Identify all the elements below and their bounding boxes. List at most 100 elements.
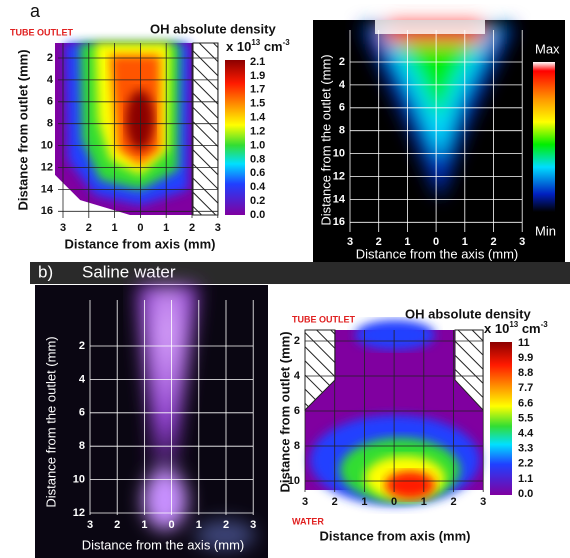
x-tick-label: 2 xyxy=(223,519,229,531)
colorbar-tick-label: 1.5 xyxy=(250,98,265,110)
y-tick-label: 8 xyxy=(79,440,85,452)
panel-label: a xyxy=(30,1,41,21)
grid-a-right xyxy=(349,30,523,232)
y-tick-label: 8 xyxy=(47,118,53,130)
y-tick-label: 12 xyxy=(73,507,85,519)
unit-exp: 13 xyxy=(509,320,518,329)
y-tick-label: 16 xyxy=(333,216,345,228)
y-axis-label: Distance from the outlet (mm) xyxy=(318,54,333,225)
colorbar xyxy=(533,62,555,212)
x-axis-label: Distance from the axis (mm) xyxy=(82,537,245,552)
y-axis-label: Distance from outlet (mm) xyxy=(15,49,30,210)
grid-b-left xyxy=(89,300,254,515)
grid-b-right xyxy=(304,330,484,492)
y-tick-label: 4 xyxy=(339,79,346,91)
unit-exp: -3 xyxy=(283,38,291,47)
x-tick-label: 3 xyxy=(347,236,353,248)
unit-exp: -3 xyxy=(541,320,549,329)
y-tick-label: 10 xyxy=(41,140,53,152)
panel-subtitle: Saline water xyxy=(82,262,176,281)
x-tick-label: 2 xyxy=(376,236,382,248)
x-tick-label: 2 xyxy=(490,236,496,248)
x-tick-label: 2 xyxy=(114,519,120,531)
heatmap-a-left xyxy=(55,42,219,216)
x-tick-label: 0 xyxy=(137,222,143,234)
colorbar-tick-label: 0.2 xyxy=(250,195,265,207)
colorbar-tick-label: 0.0 xyxy=(518,488,533,500)
colorbar-tick-label: 2.2 xyxy=(518,458,533,470)
colorbar-tick-label: 1.0 xyxy=(250,139,265,151)
y-tick-label: 2 xyxy=(79,340,85,352)
colorbar-tick-label: 3.3 xyxy=(518,443,533,455)
tube-outlet-note: TUBE OUTLET xyxy=(10,27,73,37)
x-tick-label: 1 xyxy=(361,496,367,508)
y-tick-label: 6 xyxy=(47,96,53,108)
colorbar-tick-label: 9.9 xyxy=(518,352,533,364)
y-axis-label: Distance from outlet (mm) xyxy=(277,331,292,492)
y-tick-label: 6 xyxy=(294,405,300,417)
y-tick-label: 14 xyxy=(41,183,54,195)
y-tick-label: 6 xyxy=(339,102,345,114)
unit: cm xyxy=(518,321,540,336)
colorbar-tick-label: 0.6 xyxy=(250,167,265,179)
colorbar-tick-label: 1.9 xyxy=(250,70,265,82)
x-tick-label: 1 xyxy=(163,222,169,234)
x-tick-label: 0 xyxy=(433,236,439,248)
unit: cm xyxy=(260,39,282,54)
y-tick-label: 16 xyxy=(41,205,53,217)
x-tick-label: 2 xyxy=(450,496,456,508)
y-tick-label: 2 xyxy=(294,335,300,347)
colorbar-tick-label: 1.7 xyxy=(250,84,265,96)
colorbar-tick-label: 8.8 xyxy=(518,367,533,379)
x-tick-label: 1 xyxy=(421,496,427,508)
unit: x 10 xyxy=(484,321,509,336)
y-tick-label: 10 xyxy=(73,474,85,486)
x-tick-label: 1 xyxy=(112,222,118,234)
x-tick-label: 1 xyxy=(462,236,468,248)
y-tick-label: 4 xyxy=(294,370,301,382)
x-tick-label: 2 xyxy=(332,496,338,508)
tube xyxy=(375,20,485,34)
colorbar-tick-label: 1.1 xyxy=(518,473,533,485)
y-tick-label: 8 xyxy=(294,440,300,452)
x-tick-label: 1 xyxy=(196,519,202,531)
colorbar-unit: x 1013 cm-3 xyxy=(484,320,548,336)
panel-label: b) xyxy=(38,262,53,281)
x-tick-label: 3 xyxy=(87,519,93,531)
y-tick-label: 12 xyxy=(333,170,345,182)
colorbar-unit: x 1013 cm-3 xyxy=(226,38,290,54)
tube-outlet-note: TUBE OUTLET xyxy=(292,314,355,324)
colorbar-min: Min xyxy=(535,223,556,238)
y-tick-label: 2 xyxy=(47,52,53,64)
colorbar-tick-label: 1.2 xyxy=(250,125,265,137)
x-tick-label: 3 xyxy=(519,236,525,248)
y-tick-label: 10 xyxy=(288,475,300,487)
x-tick-label: 3 xyxy=(215,222,221,234)
colorbar xyxy=(490,342,512,495)
y-tick-label: 4 xyxy=(79,373,86,385)
y-tick-label: 14 xyxy=(333,193,346,205)
x-tick-label: 0 xyxy=(391,496,397,508)
grid-a-left xyxy=(58,43,219,218)
colorbar xyxy=(225,60,245,215)
y-tick-label: 2 xyxy=(339,56,345,68)
y-tick-label: 8 xyxy=(339,125,345,137)
x-tick-label: 1 xyxy=(141,519,147,531)
x-tick-label: 1 xyxy=(404,236,410,248)
unit-exp: 13 xyxy=(251,38,260,47)
x-tick-label: 3 xyxy=(302,496,308,508)
x-axis-label: Distance from axis (mm) xyxy=(65,236,216,251)
plume-b-left xyxy=(135,285,255,550)
colorbar-max: Max xyxy=(535,41,560,56)
colorbar-title: OH absolute density xyxy=(150,21,276,36)
y-tick-label: 12 xyxy=(41,161,53,173)
y-axis-label: Distance from the outlet (mm) xyxy=(43,336,58,507)
x-axis-label: Distance from axis (mm) xyxy=(320,528,471,543)
x-tick-label: 3 xyxy=(60,222,66,234)
y-tick-label: 6 xyxy=(79,407,85,419)
colorbar-tick-label: 2.1 xyxy=(250,56,265,68)
colorbar-tick-label: 6.6 xyxy=(518,397,533,409)
water-note: WATER xyxy=(292,516,324,526)
x-tick-label: 3 xyxy=(250,519,256,531)
y-tick-label: 4 xyxy=(47,74,54,86)
